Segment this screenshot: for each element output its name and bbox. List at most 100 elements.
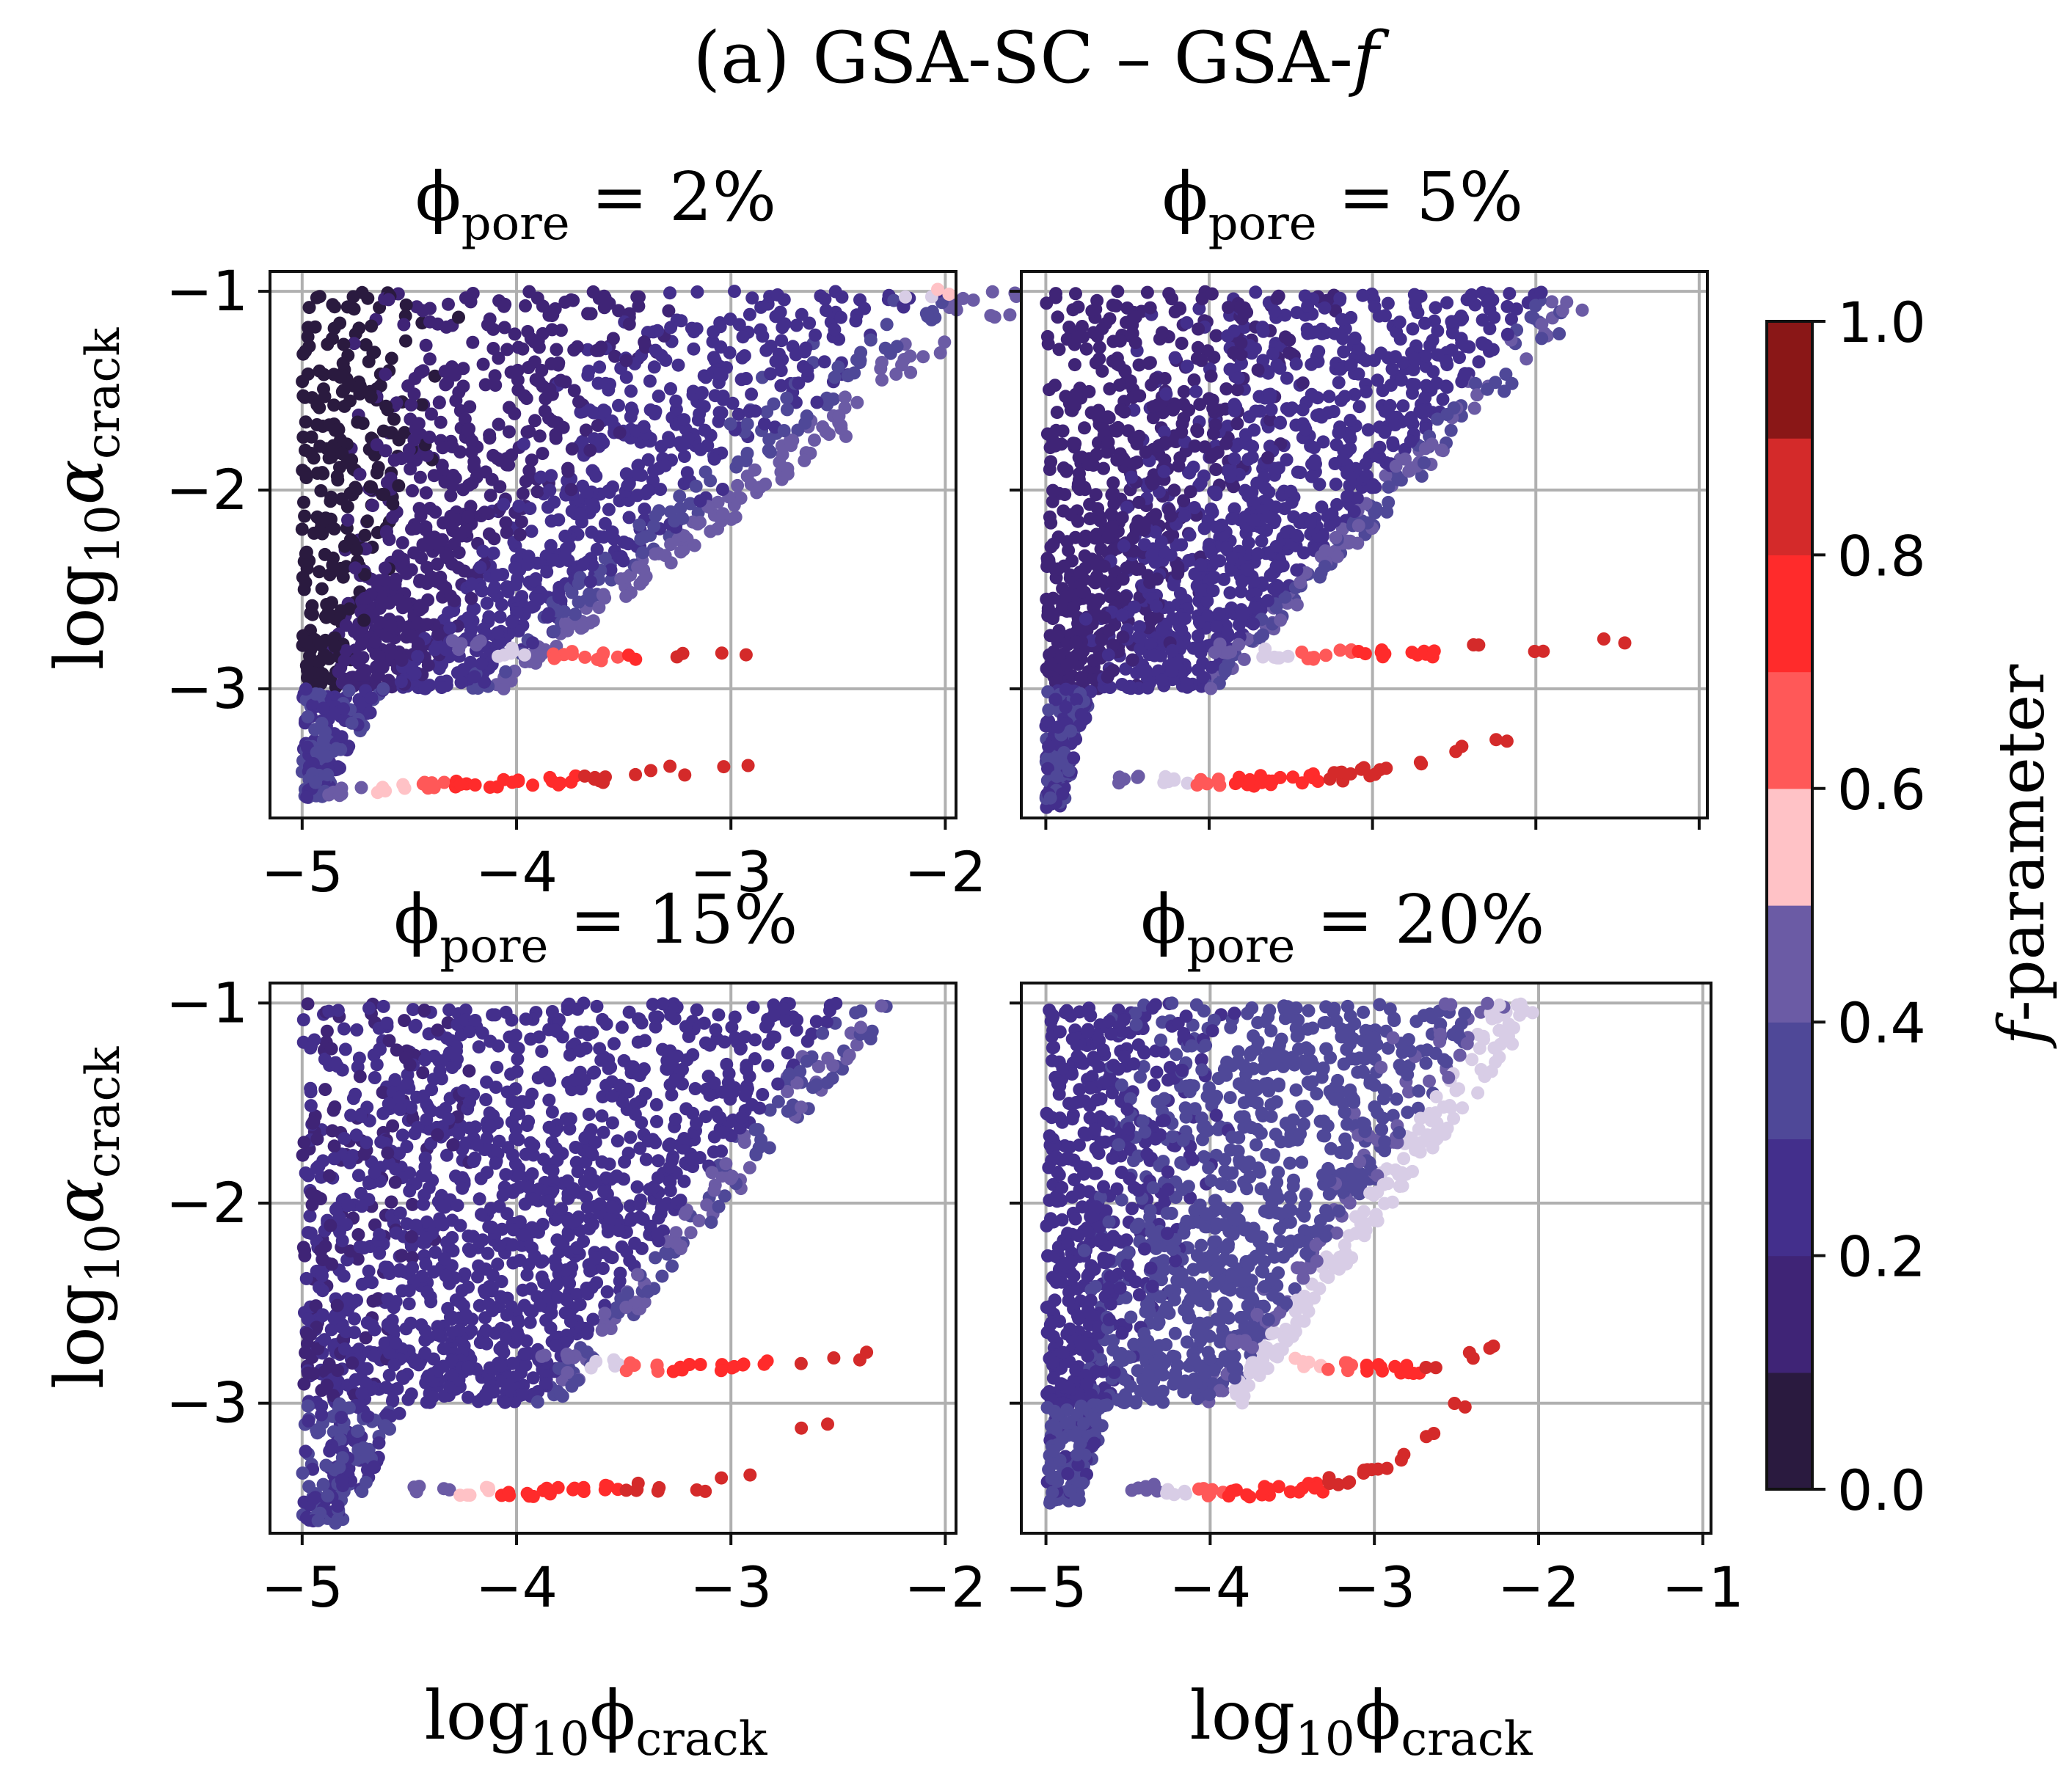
scatter-point — [480, 1075, 494, 1089]
scatter-point — [480, 596, 494, 610]
scatter-point — [1348, 387, 1362, 401]
scatter-point — [329, 423, 342, 437]
scatter-point — [544, 469, 558, 483]
scatter-point — [572, 577, 586, 591]
scatter-point-tail — [629, 652, 643, 666]
scatter-point — [474, 582, 488, 596]
scatter-point — [1305, 470, 1318, 483]
scatter-point — [1167, 578, 1181, 592]
scatter-point — [748, 1052, 762, 1066]
scatter-point — [462, 1280, 475, 1294]
scatter-point — [481, 507, 495, 521]
scatter-point — [723, 346, 737, 359]
scatter-point — [300, 790, 314, 804]
scatter-point — [333, 461, 346, 475]
scatter-point — [704, 1216, 718, 1230]
scatter-point — [624, 410, 638, 424]
scatter-point — [1405, 378, 1419, 391]
scatter-point — [522, 1096, 536, 1109]
scatter-point — [620, 1245, 634, 1259]
scatter-point — [1225, 551, 1239, 565]
scatter-point — [726, 396, 740, 410]
scatter-point — [669, 394, 683, 408]
scatter-point — [1148, 649, 1161, 662]
scatter-point — [571, 1373, 585, 1387]
scatter-point — [1069, 287, 1082, 301]
scatter-point — [420, 1113, 434, 1127]
scatter-point-tail — [717, 760, 731, 774]
scatter-point — [535, 364, 549, 377]
scatter-point — [1197, 522, 1211, 536]
scatter-point — [576, 558, 590, 571]
scatter-point — [664, 1008, 678, 1022]
scatter-point — [1165, 643, 1179, 657]
scatter-point — [381, 1146, 395, 1160]
scatter-point — [452, 546, 466, 560]
scatter-point — [1242, 410, 1256, 424]
scatter-point — [1264, 403, 1278, 417]
scatter-point — [397, 318, 411, 332]
scatter-point — [339, 618, 353, 632]
scatter-point — [1555, 304, 1569, 318]
scatter-point — [519, 299, 532, 313]
scatter-point — [327, 321, 341, 335]
scatter-point — [421, 658, 435, 672]
scatter-point — [417, 1197, 431, 1211]
scatter-point-tail — [591, 652, 605, 666]
scatter-point-tail — [1597, 632, 1610, 646]
scatter-point — [1263, 387, 1277, 401]
scatter-point — [712, 1008, 726, 1022]
scatter-point-tail — [506, 775, 519, 789]
scatter-point — [1445, 326, 1459, 340]
scatter-point — [679, 1020, 693, 1034]
scatter-point — [734, 1111, 748, 1125]
scatter-point — [674, 545, 687, 559]
scatter-point — [1102, 411, 1116, 425]
scatter-point — [395, 536, 409, 549]
scatter-point — [318, 1333, 332, 1347]
scatter-point — [581, 1287, 594, 1301]
scatter-point — [737, 1136, 751, 1149]
scatter-point — [420, 448, 434, 462]
scatter-point — [376, 682, 390, 695]
scatter-point — [586, 497, 600, 511]
scatter-point — [1128, 336, 1142, 349]
scatter-point — [431, 1328, 445, 1342]
scatter-point — [1456, 311, 1470, 325]
scatter-point — [434, 415, 448, 429]
scatter-point — [431, 558, 444, 571]
scatter-point — [828, 323, 842, 337]
scatter-point — [595, 1323, 609, 1337]
scatter-point — [298, 1249, 312, 1263]
scatter-point — [417, 1004, 431, 1017]
scatter-point — [1110, 351, 1124, 365]
scatter-point-tail — [942, 288, 956, 302]
scatter-point — [1044, 455, 1058, 469]
scatter-point — [450, 666, 464, 680]
scatter-point — [1143, 301, 1157, 315]
scatter-point — [472, 1040, 486, 1054]
scatter-point — [1087, 459, 1101, 472]
scatter-point — [1458, 367, 1472, 381]
scatter-point — [534, 470, 548, 484]
scatter-point — [1056, 787, 1070, 801]
scatter-point — [425, 407, 438, 421]
scatter-point — [875, 999, 889, 1013]
scatter-point — [299, 659, 313, 673]
scatter-point — [580, 1025, 594, 1039]
scatter-point — [1062, 397, 1076, 410]
scatter-point — [1329, 478, 1343, 492]
scatter-point — [296, 1013, 310, 1027]
scatter-point — [511, 572, 525, 585]
scatter-point — [1534, 285, 1548, 299]
scatter-point — [1475, 337, 1489, 351]
scatter-point — [528, 1249, 541, 1263]
scatter-point — [636, 546, 650, 560]
scatter-point — [341, 513, 354, 527]
scatter-point — [547, 625, 561, 639]
scatter-point — [463, 1025, 477, 1039]
scatter-point-tail — [1449, 745, 1463, 759]
scatter-point-tail — [1536, 644, 1550, 658]
scatter-point — [1274, 613, 1288, 627]
scatter-point — [966, 293, 980, 307]
